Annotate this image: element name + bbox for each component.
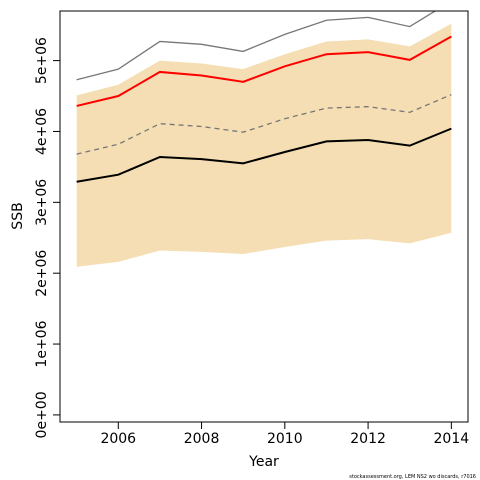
x-tick-label: 2006 xyxy=(100,431,136,447)
x-axis: 2006 2008 2010 2012 2014 xyxy=(100,422,469,447)
y-axis-label: SSB xyxy=(10,202,26,229)
y-tick-label: 2e+06 xyxy=(34,250,50,297)
y-tick-label: 5e+06 xyxy=(34,37,50,84)
y-axis: 0e+00 1e+06 2e+06 3e+06 4e+06 5e+06 xyxy=(34,37,60,438)
y-tick-label: 1e+06 xyxy=(34,320,50,367)
y-tick-label: 0e+00 xyxy=(34,391,50,438)
series-line-1 xyxy=(76,127,452,183)
x-tick-label: 2010 xyxy=(267,431,303,447)
confidence-band xyxy=(76,23,452,267)
plot-frame xyxy=(59,10,469,423)
x-tick-label: 2012 xyxy=(350,431,386,447)
series-line-3 xyxy=(76,35,452,107)
x-tick-label: 2008 xyxy=(184,431,220,447)
plot-area xyxy=(76,11,452,267)
y-tick-label: 3e+06 xyxy=(34,179,50,226)
x-axis-label: Year xyxy=(248,454,279,470)
y-tick-label: 4e+06 xyxy=(34,108,50,155)
series-line-4 xyxy=(76,11,437,81)
x-tick-label: 2014 xyxy=(434,431,470,447)
footnote: stockassessment.org, LEM NS2 wo discards… xyxy=(349,474,476,480)
series-line-2 xyxy=(76,94,452,155)
